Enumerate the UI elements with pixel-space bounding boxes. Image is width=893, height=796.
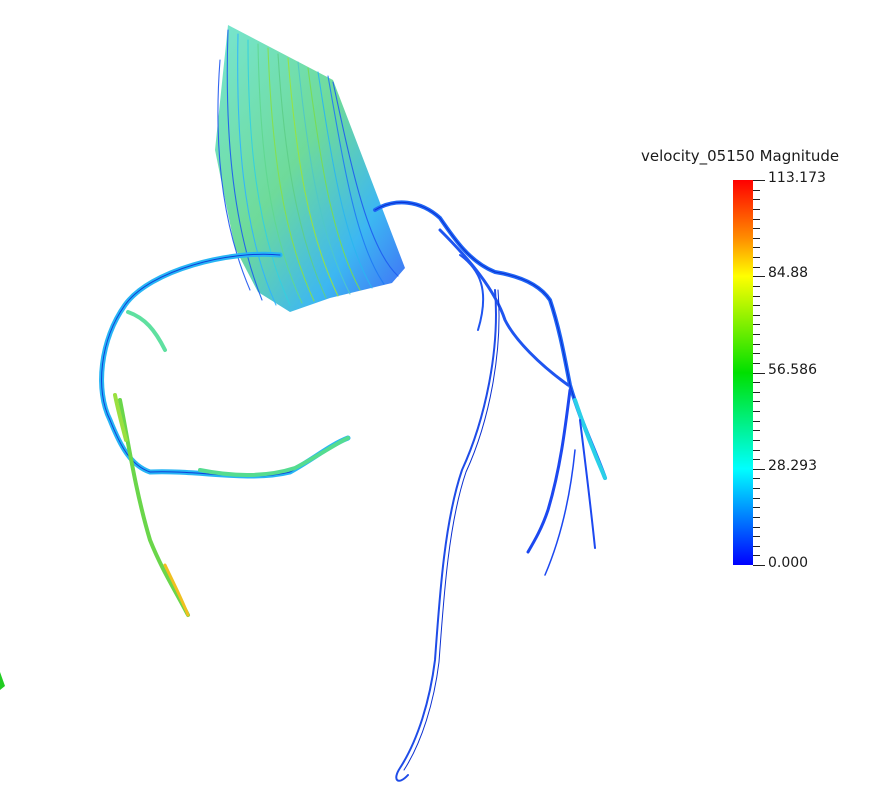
left-coronary-streamlines <box>373 200 607 782</box>
tick-label-min: 0.000 <box>768 555 809 571</box>
colorbar-ticks <box>753 180 765 566</box>
legend-title: velocity_05150 Magnitude <box>641 147 840 165</box>
aortic-root-streamlines <box>215 25 405 312</box>
right-coronary-streamlines <box>99 251 351 617</box>
tick-label-max: 113.173 <box>768 170 826 186</box>
fragment-streamline <box>0 672 5 690</box>
tick-label-28: 28.293 <box>768 458 817 474</box>
tick-label-84: 84.88 <box>768 265 809 281</box>
tick-label-56: 56.586 <box>768 362 817 378</box>
colorbar <box>733 180 753 565</box>
